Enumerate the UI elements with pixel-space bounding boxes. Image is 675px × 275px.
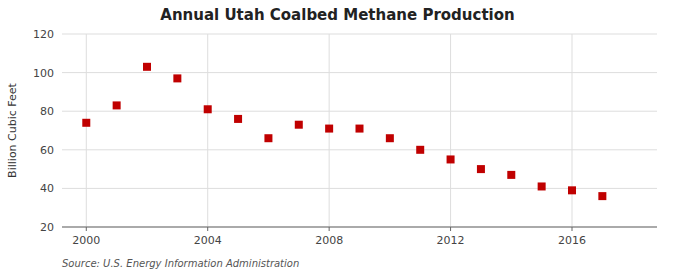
grid	[62, 34, 657, 227]
point	[568, 186, 576, 194]
x-tick	[572, 227, 573, 231]
x-tick	[450, 227, 451, 231]
title: Annual Utah Coalbed Methane Production	[160, 6, 514, 24]
point	[356, 125, 364, 133]
y-grid-line	[62, 227, 657, 228]
x-axis-line	[62, 227, 657, 228]
x-tick-label: 2012	[437, 234, 465, 247]
x-tick	[207, 227, 208, 231]
x-tick-label: 2016	[558, 234, 586, 247]
x-tick-label: 2008	[315, 234, 343, 247]
point	[416, 146, 424, 154]
x-grid-line	[207, 34, 208, 227]
point	[113, 101, 121, 109]
y-grid-line	[62, 111, 657, 112]
point	[173, 74, 181, 82]
points	[82, 63, 606, 200]
point	[325, 125, 333, 133]
x-tick	[86, 227, 87, 231]
x-tick-label: 2000	[72, 234, 100, 247]
x-tick	[329, 227, 330, 231]
y-tick-label: 120	[33, 28, 54, 41]
point	[82, 119, 90, 127]
point	[295, 121, 303, 129]
point	[598, 192, 606, 200]
y-tick-label: 20	[40, 221, 54, 234]
point	[143, 63, 151, 71]
x-tick-label: 2004	[194, 234, 222, 247]
x-grid-line	[572, 34, 573, 227]
chart: Annual Utah Coalbed Methane Production 20…	[0, 0, 675, 275]
point	[538, 182, 546, 190]
point	[507, 171, 515, 179]
y-tick-label: 80	[40, 105, 54, 118]
y-axis-label: Billion Cubic Feet	[6, 82, 19, 177]
x-grid-line	[450, 34, 451, 227]
y-tick-label: 40	[40, 182, 54, 195]
point	[447, 155, 455, 163]
y-grid-line	[62, 34, 657, 35]
y-grid-line	[62, 72, 657, 73]
point	[477, 165, 485, 173]
point	[386, 134, 394, 142]
y-grid-line	[62, 149, 657, 150]
x-grid-line	[86, 34, 87, 227]
y-grid-line	[62, 188, 657, 189]
source-note: Source: U.S. Energy Information Administ…	[62, 258, 299, 269]
point	[204, 105, 212, 113]
point	[234, 115, 242, 123]
y-tick-label: 60	[40, 144, 54, 157]
point	[264, 134, 272, 142]
y-tick-label: 100	[33, 67, 54, 80]
